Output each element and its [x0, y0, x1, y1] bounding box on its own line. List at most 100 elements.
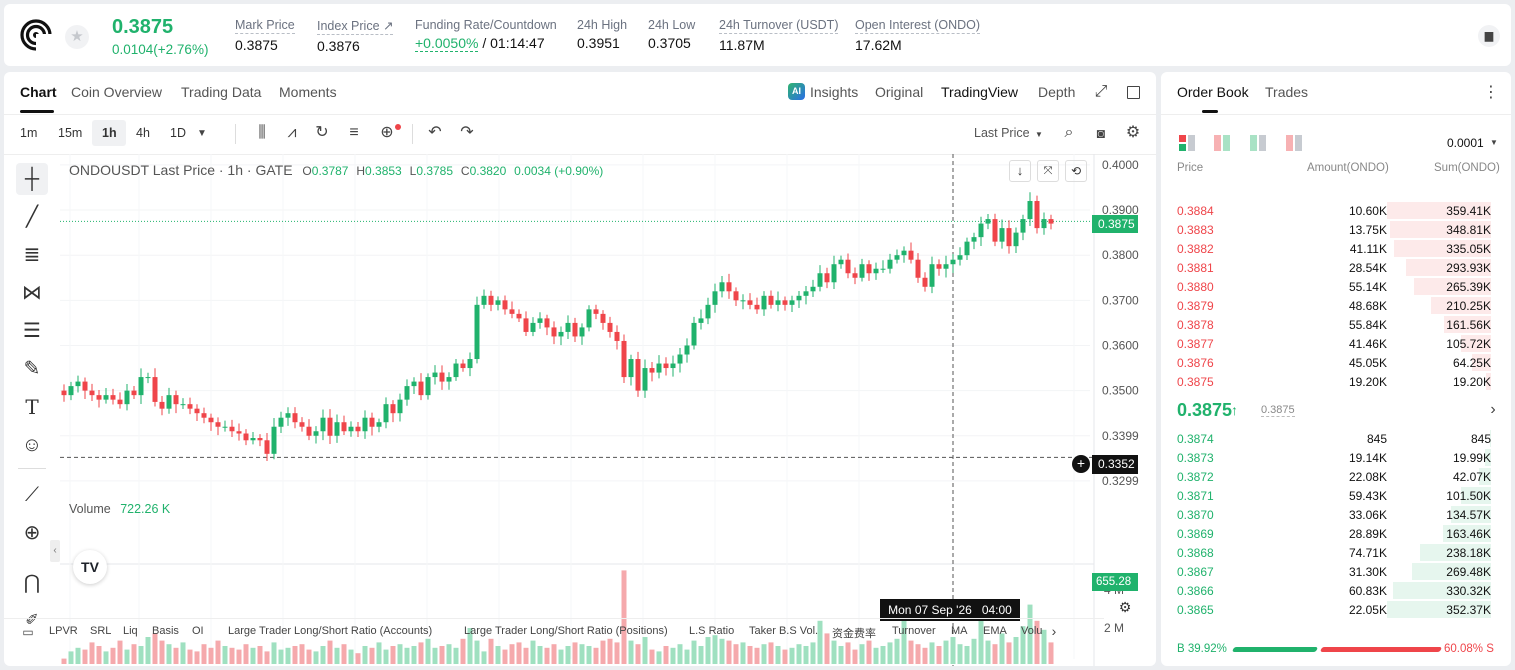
price-type-select[interactable]: Last Price: [974, 126, 1030, 140]
indicator-chip[interactable]: MA: [951, 625, 968, 637]
interval-1m[interactable]: 1m: [20, 126, 38, 140]
doc-icon[interactable]: ▭: [22, 625, 34, 639]
indicator-chip[interactable]: L.S Ratio: [689, 625, 735, 637]
indicator-chip[interactable]: Large Trader Long/Short Ratio (Accounts): [228, 625, 433, 637]
bid-row[interactable]: 0.3872 22.08K 42.07K: [1161, 467, 1501, 486]
candle-type-icon[interactable]: ⫼: [258, 124, 266, 141]
ask-row[interactable]: 0.3883 13.75K 348.81K: [1161, 220, 1501, 239]
ask-row[interactable]: 0.3881 28.54K 293.93K: [1161, 258, 1501, 277]
zoom-tool-icon[interactable]: ⊕: [23, 522, 41, 544]
camera-icon[interactable]: ◙: [1096, 125, 1106, 141]
view-option-2-icon[interactable]: [1214, 135, 1230, 151]
bid-row[interactable]: 0.3873 19.14K 19.99K: [1161, 448, 1501, 467]
tab-trading-data[interactable]: Trading Data: [181, 84, 262, 100]
candle-body: [411, 381, 417, 387]
ask-row[interactable]: 0.3875 19.20K 19.20K: [1161, 372, 1501, 391]
tab-chart[interactable]: Chart: [20, 84, 57, 100]
interval-15m[interactable]: 15m: [58, 126, 83, 140]
view-bids-icon[interactable]: [1250, 135, 1266, 151]
compare-icon[interactable]: ↻: [315, 124, 329, 141]
favorite-star-icon[interactable]: ★: [65, 25, 89, 49]
crosshair-add-icon[interactable]: +: [1072, 455, 1090, 473]
bid-row[interactable]: 0.3874 845 845: [1161, 429, 1501, 448]
bid-row[interactable]: 0.3869 28.89K 163.46K: [1161, 524, 1501, 543]
stat-index-price[interactable]: Index Price ↗ 0.3876: [317, 19, 394, 54]
indicator-chip[interactable]: SRL: [90, 625, 112, 637]
interval-4h[interactable]: 4h: [136, 126, 150, 140]
ask-row[interactable]: 0.3884 10.60K 359.41K: [1161, 201, 1501, 220]
add-indicator-icon[interactable]: ⊕: [380, 124, 394, 141]
collapse-tools-icon[interactable]: ‹: [50, 540, 60, 562]
parallel-lines-tool-icon[interactable]: ≣: [23, 244, 41, 266]
templates-icon[interactable]: ≡: [349, 124, 359, 141]
tab-moments[interactable]: Moments: [279, 84, 337, 100]
tab-tradingview[interactable]: TradingView: [941, 84, 1019, 100]
redo-icon[interactable]: ↷: [460, 124, 474, 141]
bid-row[interactable]: 0.3871 59.43K 101.50K: [1161, 486, 1501, 505]
bid-row[interactable]: 0.3870 33.06K 134.57K: [1161, 505, 1501, 524]
magnet-tool-icon[interactable]: ⋂: [23, 572, 41, 594]
trendline-tool-icon[interactable]: ╱: [25, 206, 39, 228]
bid-row[interactable]: 0.3867 31.30K 269.48K: [1161, 562, 1501, 581]
ask-row[interactable]: 0.3880 55.14K 265.39K: [1161, 277, 1501, 296]
price-type-dropdown-icon[interactable]: ▼: [1035, 130, 1043, 139]
text-tool-icon[interactable]: T: [25, 395, 39, 419]
settings-gear-icon[interactable]: ⚙: [1125, 124, 1141, 141]
price-chart[interactable]: 0.4000 0.3900 0.3800 0.3700 0.3600 0.3500 0.33…: [60, 154, 1156, 666]
tab-original[interactable]: Original: [875, 84, 924, 100]
more-options-icon[interactable]: ⋮: [1483, 84, 1499, 101]
indicators-icon[interactable]: ⩘: [287, 124, 297, 141]
pencil-lock-icon[interactable]: ✐: [25, 612, 39, 629]
search-icon[interactable]: ⌕: [1064, 124, 1074, 141]
ask-row[interactable]: 0.3877 41.46K 105.72K: [1161, 334, 1501, 353]
crosshair-tool-icon[interactable]: ┼: [16, 163, 48, 195]
brush-tool-icon[interactable]: ✎: [23, 358, 41, 380]
indicator-chip[interactable]: EMA: [983, 625, 1007, 637]
tab-insights[interactable]: Insights: [810, 84, 859, 100]
collapse-icon[interactable]: ⤧: [1037, 160, 1059, 182]
indicator-chip[interactable]: OI: [192, 625, 204, 637]
indicator-chip[interactable]: 资金费率: [832, 628, 876, 640]
bid-row[interactable]: 0.3865 22.05K 352.37K: [1161, 600, 1501, 619]
window-icon[interactable]: [1127, 86, 1140, 99]
candle-body: [215, 422, 221, 427]
auto-scale-icon[interactable]: ⟲: [1065, 160, 1087, 182]
ask-row[interactable]: 0.3876 45.05K 64.25K: [1161, 353, 1501, 372]
book-icon[interactable]: ▆: [1478, 25, 1500, 47]
indicator-chip[interactable]: Taker B.S Vol.: [749, 625, 819, 637]
precision-select[interactable]: 0.0001: [1447, 136, 1484, 150]
interval-1d[interactable]: 1D: [170, 126, 186, 140]
more-indicators-icon[interactable]: ›: [1051, 623, 1057, 639]
mid-chevron-icon[interactable]: ›: [1490, 401, 1496, 418]
view-both-icon[interactable]: [1179, 135, 1195, 151]
indicator-chip[interactable]: Large Trader Long/Short Ratio (Positions…: [464, 625, 668, 637]
candle-body: [460, 363, 466, 369]
bid-row[interactable]: 0.3868 74.71K 238.18K: [1161, 543, 1501, 562]
bid-row[interactable]: 0.3866 60.83K 330.32K: [1161, 581, 1501, 600]
view-asks-icon[interactable]: [1286, 135, 1302, 151]
fib-tool-icon[interactable]: ☰: [23, 320, 41, 342]
indicator-chip[interactable]: Basis: [152, 625, 179, 637]
tab-depth[interactable]: Depth: [1038, 84, 1076, 100]
indicator-chip[interactable]: Volu: [1021, 625, 1043, 637]
scroll-down-icon[interactable]: ↓: [1009, 160, 1031, 182]
emoji-tool-icon[interactable]: ☺: [21, 434, 43, 456]
indicator-chip[interactable]: LPVR: [49, 625, 78, 637]
pattern-tool-icon[interactable]: ⋈: [22, 282, 42, 304]
indicator-chip[interactable]: Turnover: [892, 625, 936, 637]
interval-1h[interactable]: 1h: [102, 126, 117, 140]
interval-dropdown-icon[interactable]: ▼: [197, 128, 207, 139]
ruler-tool-icon[interactable]: ⟋: [25, 484, 39, 506]
expand-icon[interactable]: ⤢: [1094, 83, 1108, 100]
tab-order-book[interactable]: Order Book: [1177, 84, 1249, 100]
tab-coin-overview[interactable]: Coin Overview: [71, 84, 163, 100]
undo-icon[interactable]: ↶: [428, 124, 442, 141]
axis-settings-icon[interactable]: ⚙: [1118, 599, 1132, 615]
tab-trades[interactable]: Trades: [1265, 84, 1309, 100]
indicator-chip[interactable]: Liq: [123, 625, 138, 637]
ask-row[interactable]: 0.3878 55.84K 161.56K: [1161, 315, 1501, 334]
ask-row[interactable]: 0.3882 41.11K 335.05K: [1161, 239, 1501, 258]
ask-row[interactable]: 0.3879 48.68K 210.25K: [1161, 296, 1501, 315]
precision-dropdown-icon[interactable]: ▼: [1490, 138, 1498, 147]
order-price: 0.3879: [1177, 299, 1214, 313]
